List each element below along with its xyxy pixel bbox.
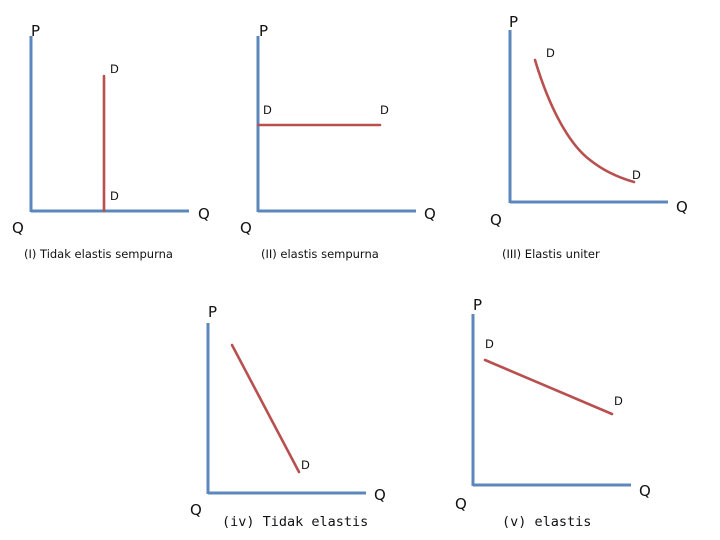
panel-i: P Q Q D D (I) Tidak elastis sempurna <box>12 22 210 261</box>
panel-ii: P Q Q D D (II) elastis sempurna <box>240 22 436 261</box>
panel-iv-d-label: D <box>301 458 310 472</box>
panel-i-d-bottom-label: D <box>110 189 119 203</box>
panel-iii-d-top-label: D <box>546 46 555 60</box>
panel-iv-demand-curve <box>230 343 301 474</box>
panel-i-q-label: Q <box>198 205 210 223</box>
panel-v-caption: (v) elastis <box>502 514 591 530</box>
panel-iv-caption: (iv) Tidak elastis <box>222 514 368 530</box>
panel-iii-q-label: Q <box>676 198 688 216</box>
panel-ii-d-left-label: D <box>263 103 272 117</box>
panel-v-q-label: Q <box>639 482 651 500</box>
panel-iv-q-label: Q <box>374 486 386 504</box>
panel-ii-origin-label: Q <box>240 219 252 237</box>
panel-v-d-right-label: D <box>614 394 623 408</box>
panel-iii-p-label: P <box>509 13 518 31</box>
panel-ii-caption: (II) elastis sempurna <box>261 247 379 261</box>
panel-ii-d-right-label: D <box>380 103 389 117</box>
panel-i-origin-label: Q <box>12 219 24 237</box>
panel-v-p-label: P <box>473 296 482 314</box>
panel-iii-origin-label: Q <box>490 211 502 229</box>
panel-iii-demand-curve <box>533 58 636 184</box>
panel-ii-p-label: P <box>259 22 268 40</box>
panel-iv: P Q Q D (iv) Tidak elastis <box>190 303 386 530</box>
panel-ii-q-label: Q <box>424 205 436 223</box>
panel-iii-caption: (III) Elastis uniter <box>502 247 600 261</box>
panel-i-d-top-label: D <box>110 62 119 76</box>
panel-i-p-label: P <box>31 22 40 40</box>
panel-iv-origin-label: Q <box>190 501 202 519</box>
panel-i-caption: (I) Tidak elastis sempurna <box>24 247 173 261</box>
panel-v-origin-label: Q <box>455 495 467 513</box>
panel-v-demand-curve <box>483 358 614 416</box>
panel-v-d-left-label: D <box>485 337 494 351</box>
panel-v: P Q Q D D (v) elastis <box>455 296 651 530</box>
panel-iii-d-bottom-label: D <box>632 168 641 182</box>
panel-iii: P Q Q D D (III) Elastis uniter <box>490 13 688 261</box>
panel-iv-p-label: P <box>208 303 217 321</box>
